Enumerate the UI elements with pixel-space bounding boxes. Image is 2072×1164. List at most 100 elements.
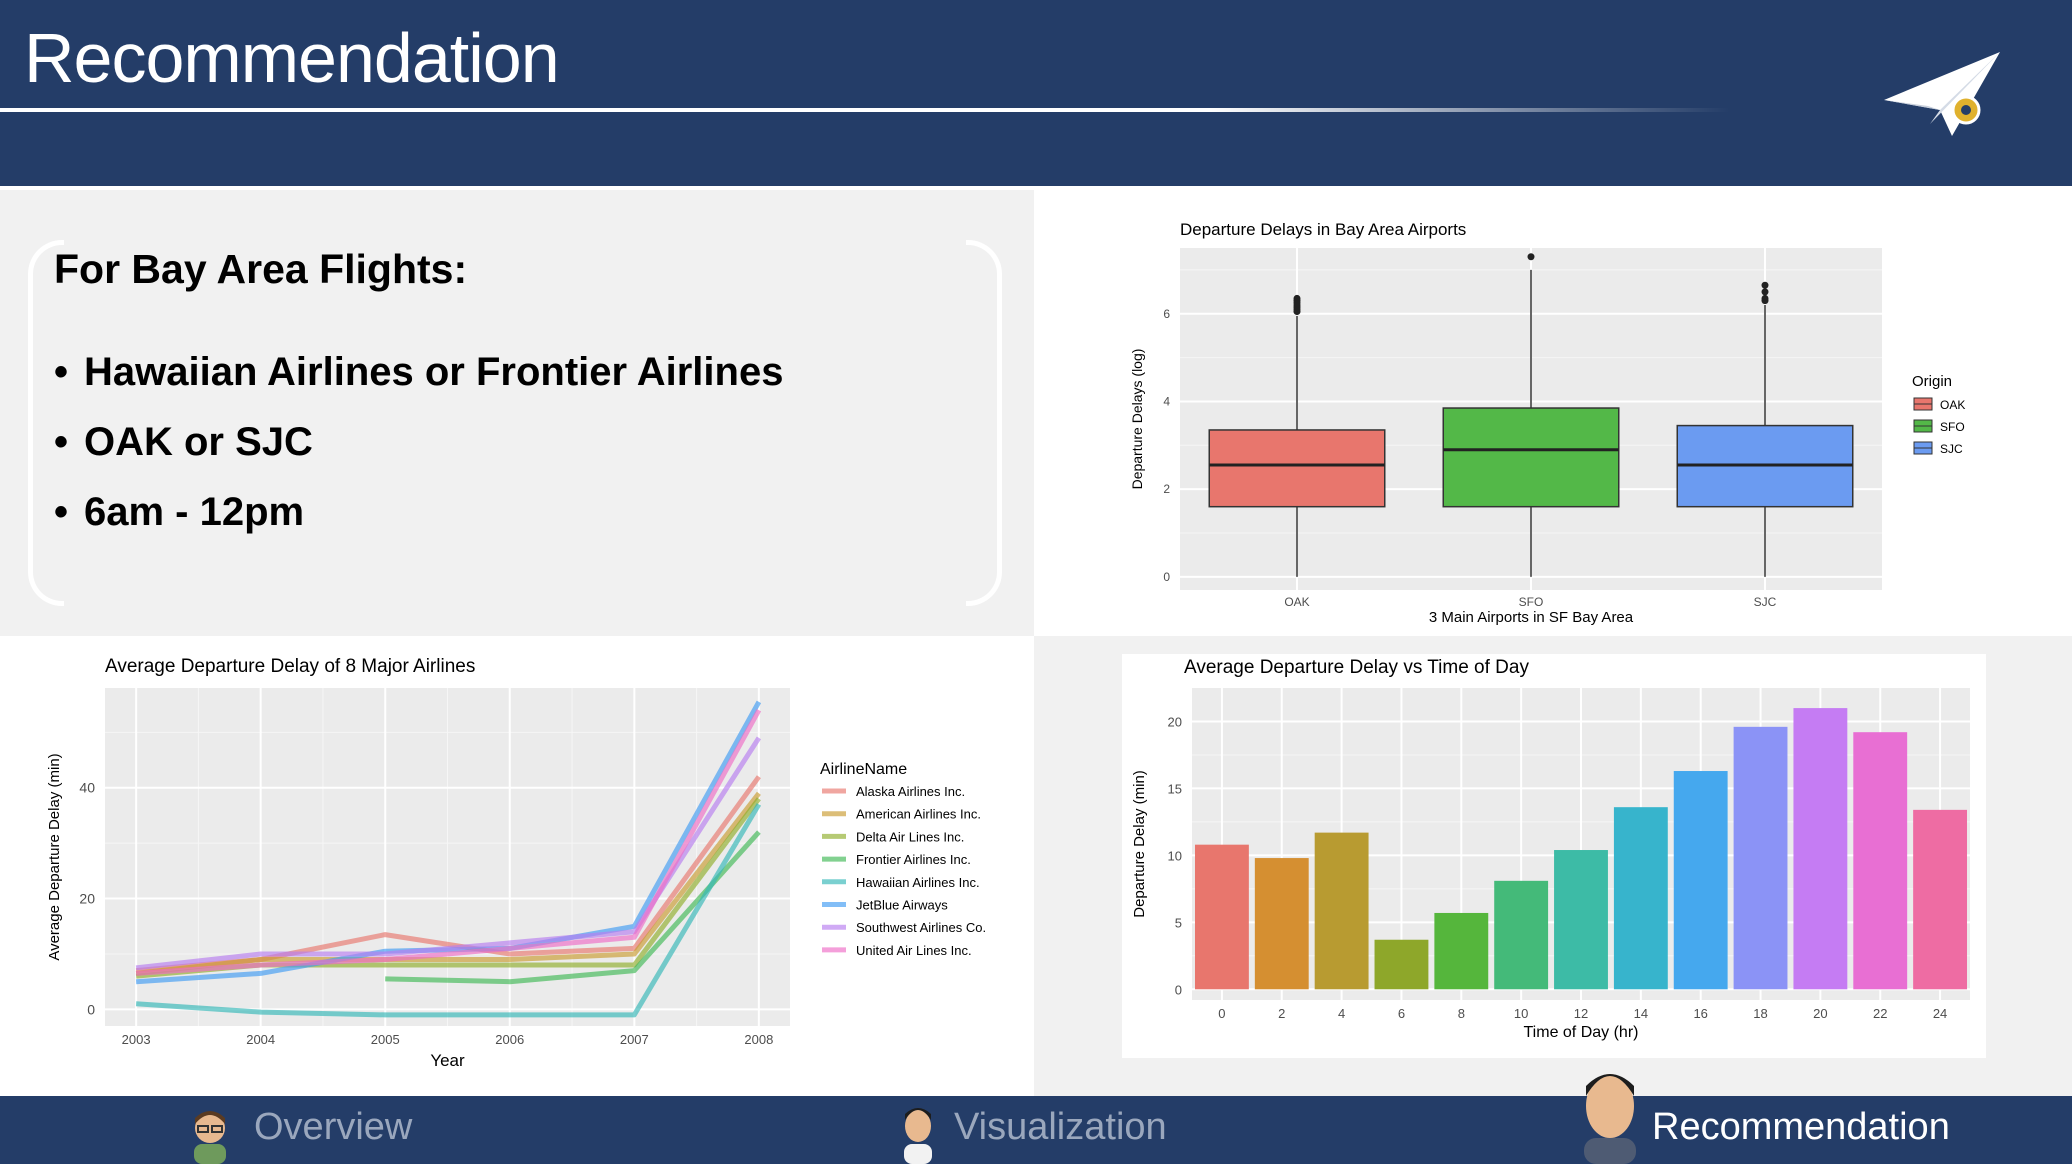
legend-title: Origin <box>1912 373 1952 390</box>
outlier-point <box>1527 253 1535 261</box>
recommendation-panel <box>0 190 1034 636</box>
y-tick-label: 0 <box>87 1001 95 1017</box>
bar-hour-16 <box>1673 771 1728 990</box>
y-tick-label: 0 <box>1175 982 1182 997</box>
y-tick-label: 5 <box>1175 915 1182 930</box>
recommendation-item: • OAK or SJC <box>54 420 313 465</box>
y-tick-label: 20 <box>1168 714 1182 729</box>
y-axis-label: Average Departure Delay (min) <box>46 753 63 960</box>
box-sfo <box>1442 407 1620 508</box>
legend-label: SFO <box>1940 420 1965 434</box>
bar-hour-20 <box>1793 708 1848 990</box>
person-large-icon <box>1584 1074 1636 1164</box>
x-tick-label: 2008 <box>744 1032 773 1047</box>
x-tick-label: 22 <box>1873 1006 1887 1021</box>
person-glasses-icon <box>194 1111 226 1164</box>
header-divider <box>0 108 1730 112</box>
page-title: Recommendation <box>24 19 560 97</box>
bar-hour-18 <box>1733 726 1788 990</box>
bullet: • <box>54 420 69 464</box>
recommendation-item: • Hawaiian Airlines or Frontier Airlines <box>54 350 783 395</box>
x-tick-label: 20 <box>1813 1006 1827 1021</box>
legend-label: United Air Lines Inc. <box>856 943 972 958</box>
recommendation-item-text: Hawaiian Airlines or Frontier Airlines <box>84 350 784 394</box>
nav-overview[interactable]: Overview <box>190 1096 450 1164</box>
outlier-point <box>1761 281 1769 289</box>
series-line <box>135 803 762 1018</box>
bar-hour-12 <box>1554 850 1608 990</box>
x-axis-label: Time of Day (hr) <box>1524 1024 1639 1041</box>
recommendation-item: • 6am - 12pm <box>54 490 304 535</box>
outlier-point <box>1761 288 1769 296</box>
bar-chart: Average Departure Delay vs Time of Day 0 5… <box>1131 657 1970 1041</box>
x-tick-label: 2007 <box>620 1032 649 1047</box>
y-tick-label: 10 <box>1168 848 1182 863</box>
line-chart: Average Departure Delay of 8 Major Airli… <box>46 656 986 1070</box>
bar-hour-6 <box>1374 939 1429 990</box>
x-tick-label: 12 <box>1574 1006 1588 1021</box>
y-tick-label: 4 <box>1163 394 1170 408</box>
bar-hour-22 <box>1853 732 1908 990</box>
paper-plane-icon <box>1884 52 2000 136</box>
legend-label: American Airlines Inc. <box>856 807 981 822</box>
x-tick-label: 16 <box>1693 1006 1707 1021</box>
x-tick-label: 4 <box>1338 1006 1345 1021</box>
boxplot-chart: Departure Delays in Bay Area Airports 0 2 4… <box>1129 220 1965 626</box>
bar-hour-24 <box>1913 809 1968 990</box>
series-line <box>135 791 761 976</box>
recommendation-heading: For Bay Area Flights: <box>54 246 468 292</box>
x-tick-label: 8 <box>1458 1006 1465 1021</box>
series-line <box>135 708 762 976</box>
x-axis-label: 3 Main Airports in SF Bay Area <box>1429 609 1634 626</box>
bar-hour-4 <box>1314 832 1369 990</box>
x-tick-label: OAK <box>1284 595 1309 609</box>
legend-label: JetBlue Airways <box>856 898 948 913</box>
bar-hour-8 <box>1434 912 1489 990</box>
x-tick-label: 24 <box>1933 1006 1947 1021</box>
x-tick-label: 0 <box>1218 1006 1225 1021</box>
person-icon <box>904 1108 932 1164</box>
recommendation-item-text: OAK or SJC <box>84 420 313 464</box>
nav-visualization[interactable]: Visualization <box>900 1096 1180 1164</box>
x-tick-label: 2006 <box>495 1032 524 1047</box>
legend-label: SJC <box>1940 442 1963 456</box>
y-tick-label: 20 <box>79 891 95 907</box>
y-tick-label: 0 <box>1163 570 1170 584</box>
outlier-point <box>1293 294 1301 302</box>
legend-label: Alaska Airlines Inc. <box>856 784 965 799</box>
x-tick-label: 2003 <box>122 1032 151 1047</box>
footer-nav: Overview Visualization Recommendation <box>0 1074 2072 1164</box>
legend-label: Hawaiian Airlines Inc. <box>856 875 980 890</box>
header-bar: Recommendation <box>0 0 2072 186</box>
legend-label: Frontier Airlines Inc. <box>856 852 971 867</box>
y-tick-label: 6 <box>1163 307 1170 321</box>
legend-label: OAK <box>1940 398 1965 412</box>
x-tick-label: SJC <box>1754 595 1777 609</box>
x-tick-label: 14 <box>1634 1006 1648 1021</box>
recommendation-item-text: 6am - 12pm <box>84 490 305 534</box>
nav-recommendation-label: Recommendation <box>1652 1106 1950 1148</box>
y-tick-label: 15 <box>1168 781 1182 796</box>
nav-overview-label: Overview <box>254 1106 413 1148</box>
x-axis-label: Year <box>430 1051 465 1070</box>
x-tick-label: 6 <box>1398 1006 1405 1021</box>
bar-hour-0 <box>1194 844 1249 990</box>
box-oak <box>1208 429 1386 508</box>
chart-title: Average Departure Delay of 8 Major Airli… <box>105 656 475 677</box>
nav-visualization-label: Visualization <box>954 1106 1167 1148</box>
chart-title: Average Departure Delay vs Time of Day <box>1184 657 1529 678</box>
bar-hour-10 <box>1494 880 1549 990</box>
y-axis-label: Departure Delay (min) <box>1131 770 1148 918</box>
y-axis-label: Departure Delays (log) <box>1129 349 1145 490</box>
chart-title: Departure Delays in Bay Area Airports <box>1180 220 1466 239</box>
bar-hour-14 <box>1613 807 1668 990</box>
y-tick-label: 40 <box>79 780 95 796</box>
outlier-point <box>1761 294 1769 302</box>
x-tick-label: 2004 <box>246 1032 275 1047</box>
x-tick-label: 2005 <box>371 1032 400 1047</box>
y-tick-label: 2 <box>1163 482 1170 496</box>
x-tick-label: 18 <box>1753 1006 1767 1021</box>
legend-label: Delta Air Lines Inc. <box>856 829 964 844</box>
x-tick-label: 10 <box>1514 1006 1528 1021</box>
nav-recommendation[interactable]: Recommendation <box>1580 1074 2050 1164</box>
